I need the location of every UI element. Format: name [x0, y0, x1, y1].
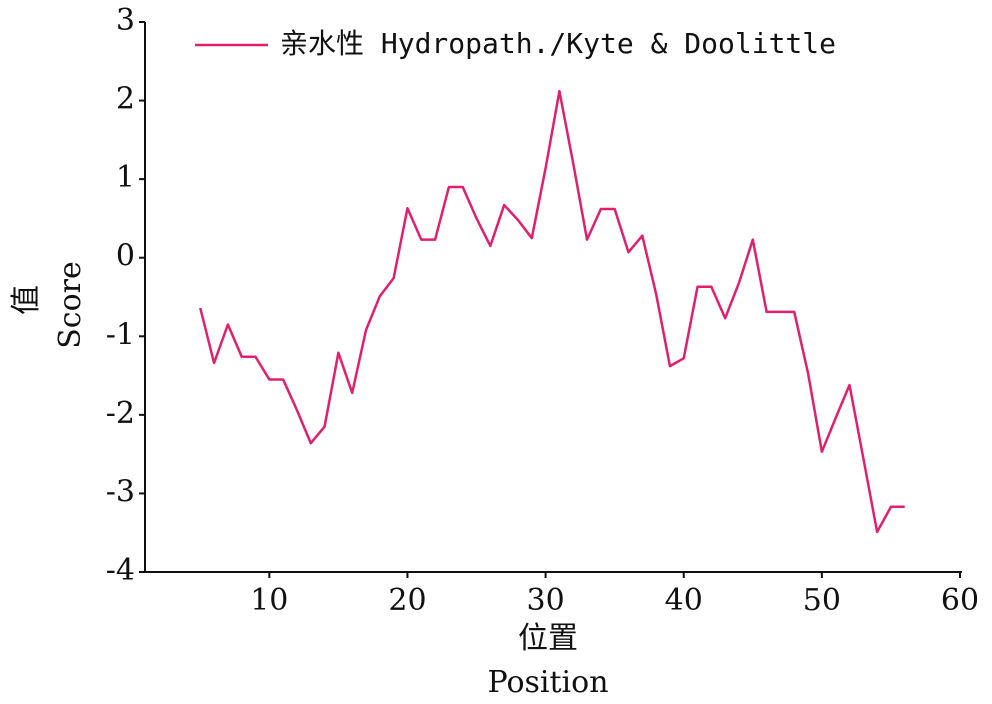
x-tick-label: 60 [941, 583, 979, 618]
y-tick-label: -1 [106, 317, 135, 352]
y-tick-label: -3 [106, 474, 135, 509]
data-line [199, 89, 905, 534]
x-axis-label-en: Position [487, 665, 608, 700]
x-tick-label: 40 [665, 583, 703, 618]
y-tick-label: -4 [106, 553, 135, 588]
y-axis-label: 值 [9, 285, 44, 315]
y-tick-label: -2 [106, 396, 135, 431]
x-tick-label: 50 [803, 583, 841, 618]
x-axis-label: 位置 [518, 621, 578, 656]
y-tick-label: 0 [116, 239, 135, 274]
legend-label: 亲水性 Hydropath./Kyte & Doolittle [280, 27, 836, 60]
y-tick-label: 1 [116, 160, 135, 195]
x-tick-label: 20 [388, 583, 426, 618]
y-tick-label: 2 [116, 82, 135, 117]
x-tick-label: 30 [526, 583, 564, 618]
y-tick-label: 3 [116, 3, 135, 38]
x-tick-label: 10 [250, 583, 288, 618]
y-axis-label-en: Score [53, 261, 88, 349]
